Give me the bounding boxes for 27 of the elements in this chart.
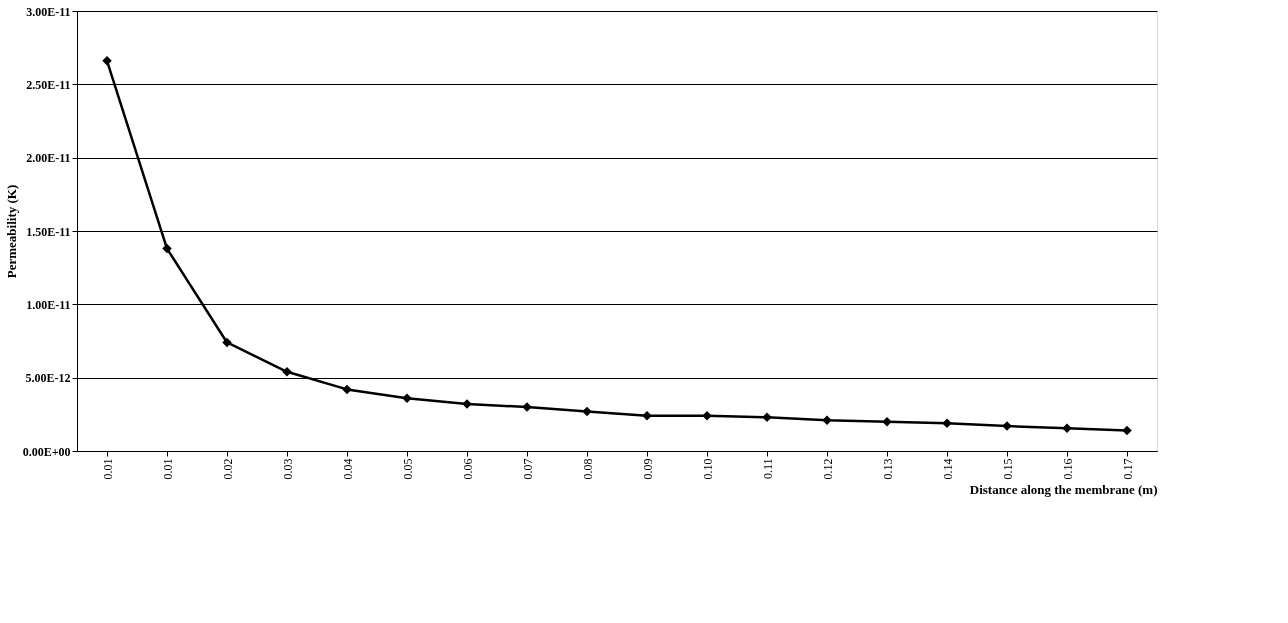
x-tick-label: 0.08: [580, 458, 595, 480]
y-tick-label: 3.00E-11: [26, 4, 71, 19]
y-axis-title: Permeability (K): [3, 184, 19, 279]
y-tick-label: 1.00E-11: [26, 297, 71, 312]
x-tick-label: 0.05: [400, 458, 415, 480]
x-tick-label: 0.02: [220, 458, 235, 480]
y-tick-label: 1.50E-11: [26, 224, 71, 239]
x-tick-label: 0.12: [820, 458, 835, 480]
x-tick-label: 0.16: [1060, 458, 1075, 480]
x-tick-label: 0.13: [880, 458, 895, 480]
x-tick-label: 0.10: [700, 458, 715, 480]
y-tick-label: 2.50E-11: [26, 77, 71, 92]
x-tick-label: 0.07: [520, 458, 535, 480]
x-tick-label: 0.11: [760, 458, 775, 480]
x-tick-label: 0.15: [1000, 458, 1015, 480]
x-axis-title: Distance along the membrane (m): [969, 481, 1158, 497]
x-tick-label: 0.14: [940, 458, 955, 480]
x-tick-label: 0.04: [340, 458, 355, 480]
y-tick-label: 0.00E+00: [22, 444, 71, 459]
x-tick-label: 0.17: [1120, 458, 1135, 480]
x-tick-label: 0.06: [460, 458, 475, 480]
x-tick-label: 0.09: [640, 458, 655, 480]
x-tick-label: 0.01: [100, 458, 115, 480]
y-tick-label: 2.00E-11: [26, 151, 71, 166]
x-tick-label: 0.03: [280, 458, 295, 480]
y-tick-label: 5.00E-12: [25, 371, 71, 386]
x-tick-label: 0.01: [160, 458, 175, 480]
